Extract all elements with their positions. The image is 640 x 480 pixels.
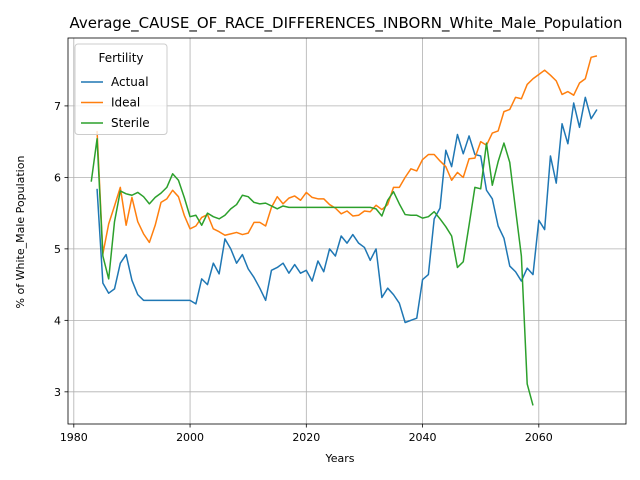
x-axis-label: Years [324, 452, 354, 465]
x-tick-label: 2060 [525, 431, 553, 444]
y-tick-label: 3 [54, 386, 61, 399]
x-axis: 1980 2000 2020 2040 2060 [60, 424, 553, 444]
y-tick-label: 4 [54, 314, 61, 327]
y-axis-label: % of White_Male Population [14, 156, 27, 309]
x-tick-label: 2020 [292, 431, 320, 444]
y-tick-label: 7 [54, 100, 61, 113]
legend-label-ideal: Ideal [111, 96, 140, 110]
y-axis: 3 4 5 6 7 [54, 100, 68, 399]
x-tick-label: 1980 [60, 431, 88, 444]
legend: Fertility Actual Ideal Sterile [75, 44, 167, 135]
series-line-sterile [91, 139, 533, 406]
legend-label-sterile: Sterile [111, 116, 150, 130]
legend-label-actual: Actual [111, 75, 149, 89]
x-tick-label: 2040 [409, 431, 437, 444]
series-line-ideal [97, 56, 597, 254]
x-tick-label: 2000 [176, 431, 204, 444]
legend-title: Fertility [98, 51, 143, 65]
series-line-actual [97, 97, 597, 322]
y-tick-label: 6 [54, 171, 61, 184]
y-tick-label: 5 [54, 243, 61, 256]
chart-title: Average_CAUSE_OF_RACE_DIFFERENCES_INBORN… [70, 14, 623, 33]
